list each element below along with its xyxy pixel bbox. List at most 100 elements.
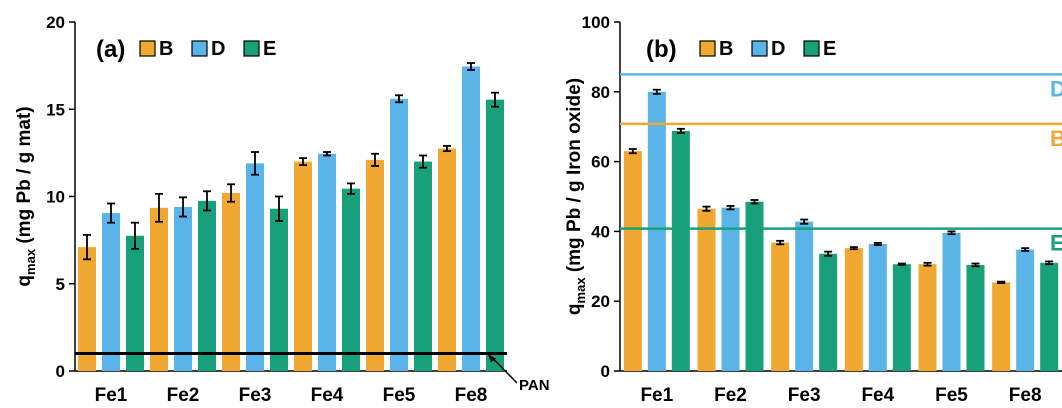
panel-b-reference-label-b: B bbox=[1050, 126, 1062, 151]
panel-a-pan-pointer bbox=[489, 355, 518, 384]
panel-a-bar-fe3-b bbox=[222, 193, 240, 371]
panel-a-x-tick-label-fe1: Fe1 bbox=[95, 385, 128, 406]
panel-b-error-bar-fe1-b bbox=[628, 148, 637, 155]
panel-b-bar-fe2-b bbox=[697, 208, 716, 371]
panel-b-error-bar-fe4-d bbox=[873, 242, 882, 246]
panel-a-legend-label-d: D bbox=[211, 38, 225, 60]
panel-b-legend-swatch-b bbox=[699, 40, 716, 57]
panel-a-bar-fe8-e bbox=[486, 99, 504, 371]
panel-b-bar-fe8-b bbox=[992, 282, 1011, 371]
panel-a-x-tick-label-fe8: Fe8 bbox=[455, 385, 488, 406]
panel-a-label: (a) bbox=[96, 36, 125, 63]
panel-a-error-bar-fe5-e bbox=[419, 154, 427, 169]
panel-b-error-bar-fe3-d bbox=[800, 218, 809, 225]
panel-b-bar-fe1-d bbox=[647, 91, 666, 372]
panel-a-error-bar-fe8-e bbox=[491, 91, 499, 108]
panel-b-y-tick-label: 20 bbox=[591, 292, 610, 311]
panel-b-legend-label-d: D bbox=[771, 38, 785, 60]
panel-b-error-bar-fe1-d bbox=[652, 88, 661, 95]
panel-a-error-bar-fe2-b bbox=[155, 192, 163, 223]
panel-a-bar-fe3-e bbox=[270, 208, 288, 371]
panel-b-error-bar-fe5-d bbox=[947, 230, 956, 236]
panel-b-error-bar-fe5-b bbox=[923, 261, 932, 267]
panel-a-legend-swatch-b bbox=[139, 40, 156, 57]
panel-a-y-tick-label: 15 bbox=[46, 100, 65, 119]
panel-a-x-tick-label-fe4: Fe4 bbox=[311, 385, 344, 406]
panel-a-bar-fe2-d bbox=[174, 206, 192, 371]
panel-b-error-bar-fe8-e bbox=[1045, 260, 1054, 266]
panel-b-error-bar-fe5-e bbox=[971, 262, 980, 268]
panel-b-legend-swatch-e bbox=[803, 40, 820, 57]
panel-b-error-bar-fe2-d bbox=[726, 205, 735, 211]
panel-a-bar-fe5-b bbox=[366, 159, 384, 371]
panel-b-error-bar-fe8-b bbox=[997, 280, 1006, 284]
panel-b-x-tick-label-fe4: Fe4 bbox=[861, 385, 894, 406]
panel-a-legend-label-b: B bbox=[159, 38, 173, 60]
panel-b-legend-label-e: E bbox=[823, 38, 836, 60]
panel-a-error-bar-fe1-b bbox=[83, 233, 91, 261]
panel-a-legend-swatch-e bbox=[243, 40, 260, 57]
panel-a-reference-label-pan: PAN bbox=[519, 377, 550, 394]
panel-b-error-bar-fe2-e bbox=[750, 199, 759, 205]
panel-b-y-tick-label: 0 bbox=[601, 362, 610, 381]
panel-b-error-bar-fe3-b bbox=[776, 239, 785, 246]
panel-b-bar-fe8-d bbox=[1016, 249, 1035, 371]
panel-b-legend-swatch-d bbox=[751, 40, 768, 57]
panel-a-bar-fe3-d bbox=[246, 163, 264, 371]
panel-a-bar-fe1-d bbox=[102, 213, 120, 371]
panel-a-bar-fe1-b bbox=[78, 247, 96, 371]
panel-a-error-bar-fe1-d bbox=[107, 202, 115, 224]
panel-b-y-axis-title: qmax (mg Pb / g Iron oxide) bbox=[564, 78, 588, 315]
panel-a-error-bar-fe3-e bbox=[275, 195, 283, 222]
panel-b-y-tick-label: 100 bbox=[582, 13, 610, 32]
panel-b-bar-fe3-d bbox=[795, 221, 814, 371]
panel-b-bar-fe4-b bbox=[844, 248, 863, 371]
panel-b-y-tick-label: 60 bbox=[591, 153, 610, 172]
panel-a-x-tick-label-fe3: Fe3 bbox=[239, 385, 272, 406]
panel-a-bar-fe4-b bbox=[294, 161, 312, 371]
panel-b-x-tick-label-fe5: Fe5 bbox=[935, 385, 968, 406]
panel-a-pan-arrowhead bbox=[488, 354, 496, 363]
panel-b-bar-fe4-d bbox=[868, 243, 887, 371]
panel-a-error-bar-fe1-e bbox=[131, 221, 139, 250]
panel-b-bar-fe1-b bbox=[623, 151, 642, 371]
panel-b-bar-fe8-e bbox=[1040, 262, 1059, 371]
panel-b-x-tick-label-fe1: Fe1 bbox=[640, 385, 673, 406]
panel-a-bar-fe1-e bbox=[126, 235, 144, 371]
panel-a-error-bar-fe8-d bbox=[467, 62, 475, 71]
panel-a-y-axis-title: qmax (mg Pb / g mat) bbox=[14, 106, 38, 286]
panel-a-chart: 0 5 10 15 20 qmax (mg Pb / g mat) Fe1 Fe2 Fe3 Fe4… bbox=[14, 13, 550, 406]
panel-b-x-tick-label-fe2: Fe2 bbox=[714, 385, 747, 406]
panel-b-bar-fe1-e bbox=[671, 130, 690, 371]
panel-a-legend-swatch-d bbox=[191, 40, 208, 57]
panel-a-bar-fe4-d bbox=[318, 153, 336, 371]
panel-b-y-tick-label: 80 bbox=[591, 83, 610, 102]
panel-a-error-bar-fe4-e bbox=[347, 182, 355, 195]
panel-a-error-bar-fe4-b bbox=[299, 157, 307, 166]
panel-a-error-bar-fe8-b bbox=[443, 144, 451, 153]
panel-b-bar-fe3-b bbox=[771, 242, 790, 371]
panel-a-bar-fe4-e bbox=[342, 188, 360, 371]
panel-b-reference-label-d: D bbox=[1050, 76, 1062, 101]
panel-a-y-tick-label: 0 bbox=[56, 362, 65, 381]
panel-b-legend-label-b: B bbox=[719, 38, 733, 60]
panel-a-y-tick-label: 5 bbox=[56, 275, 65, 294]
panel-a-y-tick-label: 10 bbox=[46, 188, 65, 207]
panel-b-x-tick-label-fe3: Fe3 bbox=[788, 385, 821, 406]
panel-a-x-tick-label-fe5: Fe5 bbox=[383, 385, 416, 406]
panel-b-reference-label-e: E bbox=[1050, 231, 1062, 256]
panel-a-y-tick-label: 20 bbox=[46, 13, 65, 32]
panel-b-error-bar-fe4-b bbox=[849, 246, 858, 251]
panel-b-label: (b) bbox=[646, 36, 677, 63]
panel-a-bar-fe5-d bbox=[390, 98, 408, 371]
panel-a-error-bar-fe5-b bbox=[371, 152, 379, 167]
panel-a-x-tick-label-fe2: Fe2 bbox=[167, 385, 200, 406]
panel-a-bar-fe8-b bbox=[438, 148, 456, 371]
panel-b-error-bar-fe1-e bbox=[676, 127, 685, 134]
panel-b-bar-fe2-d bbox=[721, 207, 740, 371]
panel-b-chart: 0 20 40 60 80 100 qmax (mg Pb / g Iron oxide) F… bbox=[564, 13, 1062, 406]
panel-a-legend-label-e: E bbox=[263, 38, 276, 60]
